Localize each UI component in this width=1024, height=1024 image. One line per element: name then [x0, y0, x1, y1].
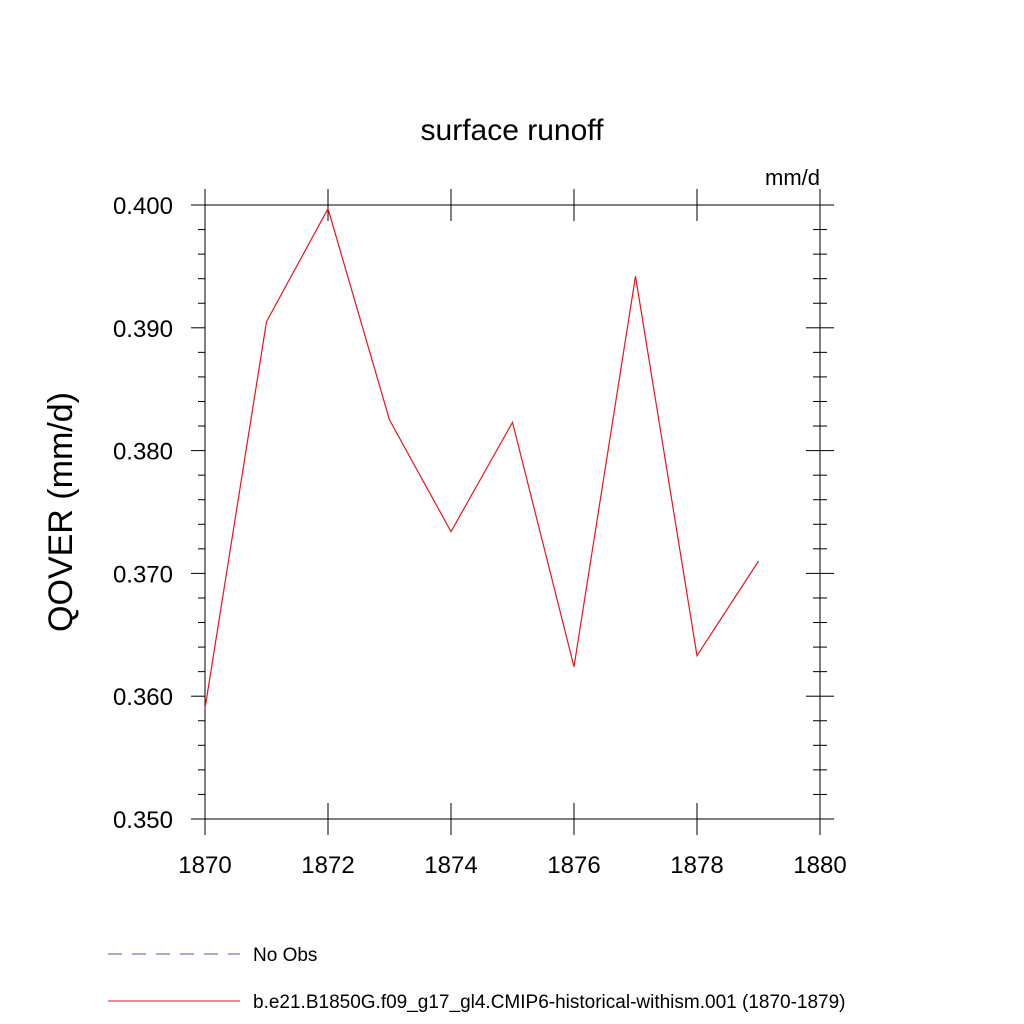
- legend-label-0: No Obs: [253, 945, 317, 966]
- legend: No Obs b.e21.B1850G.f09_g17_gl4.CMIP6-his…: [108, 945, 846, 1013]
- units-label: mm/d: [765, 165, 820, 190]
- series-line-1: [204, 207, 760, 709]
- series-lines: [204, 207, 760, 709]
- y-axis-ticks: 0.350 0.360 0.370 0.380 0.390 0.400: [113, 193, 834, 834]
- x-tick-label: 1874: [424, 852, 477, 879]
- y-axis-label: QOVER (mm/d): [42, 392, 80, 632]
- y-tick-label: 0.380: [113, 439, 173, 466]
- y-tick-label: 0.400: [113, 193, 173, 220]
- x-tick-label: 1870: [178, 852, 231, 879]
- y-tick-label: 0.390: [113, 316, 173, 343]
- x-tick-label: 1880: [793, 852, 846, 879]
- y-tick-label: 0.360: [113, 684, 173, 711]
- plot-frame: [204, 204, 821, 820]
- y-tick-label: 0.350: [113, 807, 173, 834]
- chart-title: surface runoff: [421, 114, 605, 147]
- legend-label-1: b.e21.B1850G.f09_g17_gl4.CMIP6-historica…: [253, 992, 846, 1013]
- x-tick-label: 1876: [547, 852, 600, 879]
- y-tick-label: 0.370: [113, 561, 173, 588]
- x-tick-label: 1872: [301, 852, 354, 879]
- x-axis-ticks: 1870 1872 1874 1876 1878 1880: [178, 189, 847, 879]
- x-tick-label: 1878: [670, 852, 723, 879]
